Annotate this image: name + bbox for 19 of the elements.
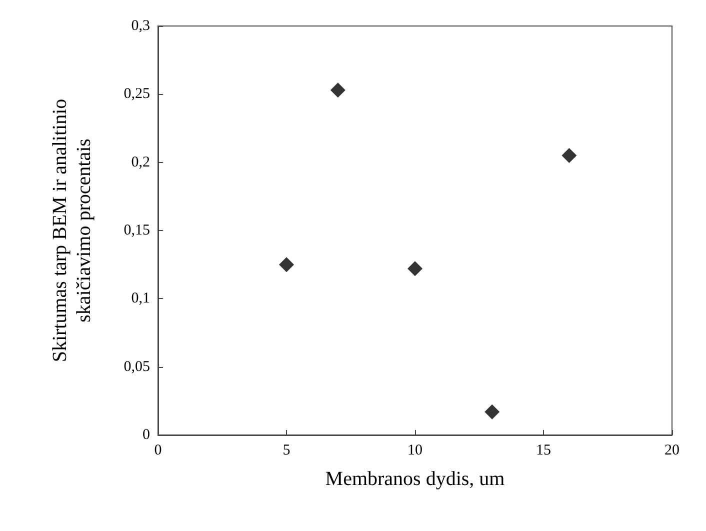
point: [408, 261, 422, 276]
point: [330, 82, 346, 98]
y-tick-label: 0,1: [131, 290, 150, 307]
y-tick-label: 0,05: [124, 358, 150, 375]
point: [562, 148, 577, 164]
point: [484, 404, 500, 420]
x-tick-label: 10: [408, 442, 422, 458]
y-tick-label: 0: [142, 427, 150, 443]
y-tick-label: 0,3: [131, 18, 150, 34]
y-axis-title: Skirtumas tarp BEM ir analitinio skaičiavimo procentais: [49, 98, 95, 362]
y-tick-label: 0,15: [124, 222, 150, 238]
x-tick-label: 5: [282, 442, 290, 458]
y-tick-label: 0,25: [124, 86, 150, 102]
x-axis-title: Membranos dydis, um: [325, 468, 506, 490]
x-tick-label: 0: [154, 442, 162, 458]
x-tick-label: 15: [536, 442, 551, 458]
y-tick-label: 0,2: [131, 154, 150, 170]
point: [279, 257, 294, 272]
x-tick-label: 20: [664, 442, 680, 458]
